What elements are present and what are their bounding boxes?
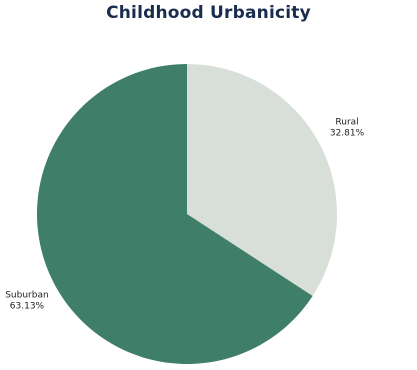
pie-slice-suburban <box>36 64 313 364</box>
chart-title: Childhood Urbanicity <box>106 3 311 23</box>
slice-label-suburban: Suburban <box>5 291 48 301</box>
slice-value-rural: 32.81% <box>330 128 365 138</box>
slice-label-rural: Rural <box>335 117 358 127</box>
pie-slice-rural <box>187 64 337 296</box>
slice-value-suburban: 63.13% <box>10 302 45 312</box>
pie-slices <box>36 64 337 364</box>
